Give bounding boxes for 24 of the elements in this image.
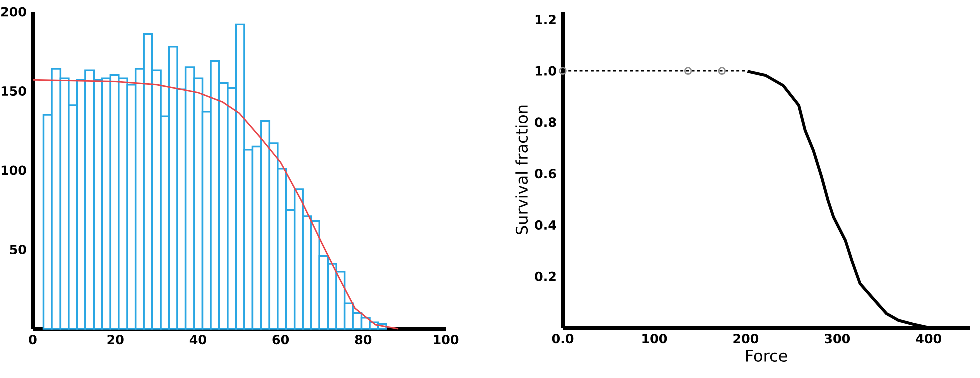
y-axis-title: Survival fraction xyxy=(516,106,528,234)
x-axis-title: Force xyxy=(746,350,788,362)
y-tick-label: 0.8 xyxy=(535,118,556,128)
y-tick-label: 1.2 xyxy=(536,14,556,24)
y-tick-label: 50 xyxy=(10,244,26,255)
x-tick-label: 300 xyxy=(825,334,850,344)
y-tick-label: 100 xyxy=(2,166,26,176)
x-tick-label: 100 xyxy=(642,334,668,344)
x-tick-label: 0 xyxy=(29,335,37,345)
x-tick-label: 100 xyxy=(434,335,459,345)
y-tick-label: 0.4 xyxy=(535,220,556,230)
line-series xyxy=(32,79,400,330)
x-tick-label: 40 xyxy=(190,335,206,345)
x-tick-label: 200 xyxy=(734,334,759,344)
y-tick-label: 200 xyxy=(2,7,26,17)
y-tick-label: 0.2 xyxy=(535,272,556,282)
y-tick-label: 0.6 xyxy=(535,169,556,179)
y-tick-label: 150 xyxy=(2,86,26,96)
x-tick-label: 0.0 xyxy=(552,334,574,344)
x-tick-label: 60 xyxy=(272,335,290,345)
x-tick-label: 20 xyxy=(108,335,124,345)
y-tick-label: 1.0 xyxy=(536,66,556,76)
x-tick-label: 400 xyxy=(916,334,942,344)
x-tick-label: 80 xyxy=(355,335,372,345)
